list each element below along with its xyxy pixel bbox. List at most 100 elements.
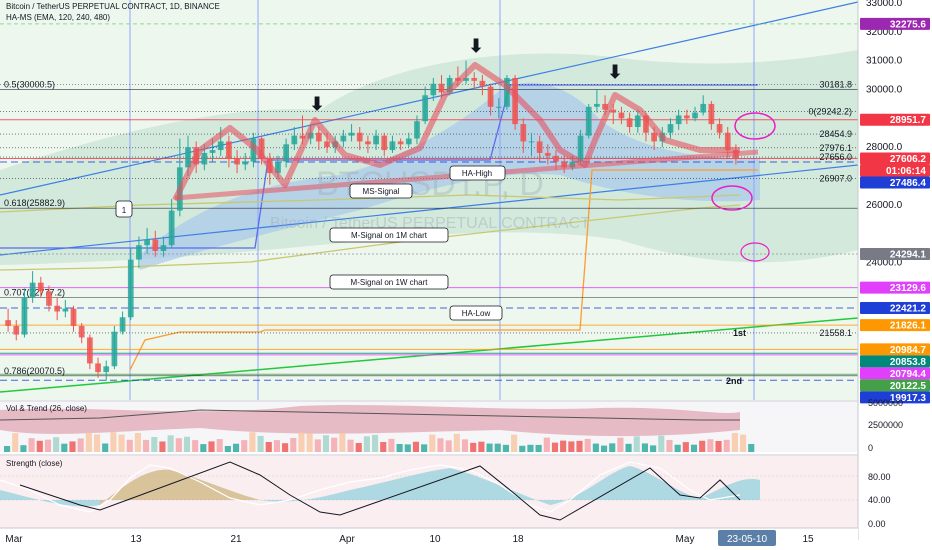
price-tag-label: 22421.2 — [890, 304, 927, 315]
volume-bar — [4, 446, 11, 452]
volume-bar — [355, 442, 362, 452]
price-tag-label: 20794.4 — [890, 369, 927, 380]
candle-body — [708, 103, 715, 125]
volume-bar — [609, 443, 616, 452]
volume-bar — [461, 439, 469, 452]
price-tag-label: 20853.8 — [890, 357, 927, 368]
volume-bar — [568, 441, 575, 452]
volume-bar — [363, 436, 370, 452]
callout-ha-low[interactable]: HA-Low — [449, 305, 503, 321]
volume-bar — [12, 433, 19, 452]
fib-label: 0.618(25882.9) — [4, 198, 65, 208]
svg-text:Vol & Trend (26, close): Vol & Trend (26, close) — [6, 404, 87, 413]
volume-bar — [265, 442, 272, 452]
volume-bar — [617, 437, 624, 452]
volume-bar — [437, 438, 444, 452]
volume-bar — [273, 440, 280, 452]
price-axis[interactable]: 33000.0 32000.0 31000.0 30000.0 28000.0 26000… — [857, 0, 932, 540]
candle-body — [54, 305, 61, 312]
strength-pane[interactable]: Strength (close) — [0, 454, 858, 528]
time-tick-label: 15 — [802, 534, 814, 545]
volume-bar — [690, 444, 698, 452]
price-tag-badge — [860, 355, 930, 368]
volume-bar — [241, 440, 248, 452]
candle-body — [422, 95, 429, 122]
time-axis[interactable]: Mar 13 21 Apr 10 18 May 15 23-05-10 — [0, 527, 858, 550]
callout-ha-high[interactable]: HA-High — [449, 165, 506, 181]
candle-body — [594, 103, 600, 107]
level-label: 27656.0 — [819, 152, 852, 162]
price-tag-badge — [860, 152, 930, 165]
callout-label: 1 — [122, 206, 127, 215]
volume-bar — [249, 432, 256, 452]
volume-bar — [625, 443, 632, 452]
price-tick-label: 33000.0 — [866, 0, 903, 9]
support-label-2nd: 2nd — [726, 376, 742, 386]
support-label-1st: 1st — [733, 328, 746, 338]
callout-wave-1[interactable]: 1 — [115, 200, 133, 218]
volume-bar — [282, 443, 289, 452]
volume-bar — [102, 443, 109, 452]
volume-bar — [404, 444, 411, 452]
channel-lower — [0, 164, 858, 256]
candle-body — [430, 83, 437, 96]
svg-text:40.00: 40.00 — [868, 495, 891, 505]
candle-body — [675, 115, 682, 125]
candle-body — [667, 124, 674, 133]
volume-bar — [600, 445, 608, 452]
candle-body — [389, 141, 396, 151]
candle-body — [643, 115, 649, 133]
price-tag-badge — [860, 17, 930, 30]
candle-body — [291, 135, 298, 145]
fib-label: 0.5(30000.5) — [4, 79, 55, 89]
price-tag-label: 24294.1 — [890, 250, 927, 261]
svg-text:Strength (close): Strength (close) — [6, 459, 63, 468]
candle-body — [536, 141, 543, 153]
candle-body — [463, 77, 469, 81]
volume-bar — [175, 438, 182, 452]
volume-bar — [453, 433, 460, 452]
volume-bar — [208, 441, 215, 452]
price-tag-label: 21826.1 — [890, 321, 927, 332]
volume-bar — [134, 433, 141, 452]
candle-body — [340, 135, 347, 142]
volume-bar — [126, 439, 133, 452]
volume-bar — [110, 432, 117, 452]
candle-body — [577, 135, 584, 162]
candle-body — [700, 103, 707, 113]
price-tag-badge — [860, 319, 930, 332]
level-label: 26907.0 — [819, 174, 852, 184]
volume-bar — [576, 440, 583, 452]
callout-label: HA-Low — [462, 309, 491, 318]
volume-bar — [699, 440, 706, 452]
candle-body — [217, 141, 224, 151]
volume-bar — [322, 435, 330, 452]
candle-body — [544, 152, 551, 156]
candle-body — [651, 132, 657, 142]
volume-bar — [592, 443, 599, 452]
volume-bar — [314, 439, 321, 452]
callout-ms-signal[interactable]: MS-Signal — [349, 183, 413, 199]
volume-bar — [224, 445, 231, 452]
volume-bar — [707, 439, 714, 452]
svg-text:5000000: 5000000 — [868, 398, 903, 408]
svg-text:2500000: 2500000 — [868, 420, 903, 430]
volume-bar — [723, 439, 730, 452]
callout-m-signal-1m[interactable]: M-Signal on 1M chart — [329, 227, 449, 243]
fib-label: 0.786(20070.5) — [4, 366, 65, 376]
price-tag-label: 20122.5 — [890, 381, 927, 392]
volume-bar — [412, 441, 420, 452]
price-tag-badge — [860, 164, 930, 177]
volume-pane[interactable]: Vol & Trend (26, close) — [0, 400, 858, 452]
price-tag-label: 19917.3 — [890, 393, 927, 404]
volume-bar — [151, 436, 158, 452]
level-label: 0(29242.2) — [808, 106, 852, 116]
candle-body — [373, 135, 379, 145]
candle-body — [242, 161, 249, 165]
price-tag-badge — [860, 391, 930, 404]
candle-body — [324, 141, 330, 148]
volume-bar — [53, 437, 60, 452]
candle-body — [610, 109, 617, 113]
callout-m-signal-1w[interactable]: M-Signal on 1W chart — [329, 274, 449, 290]
